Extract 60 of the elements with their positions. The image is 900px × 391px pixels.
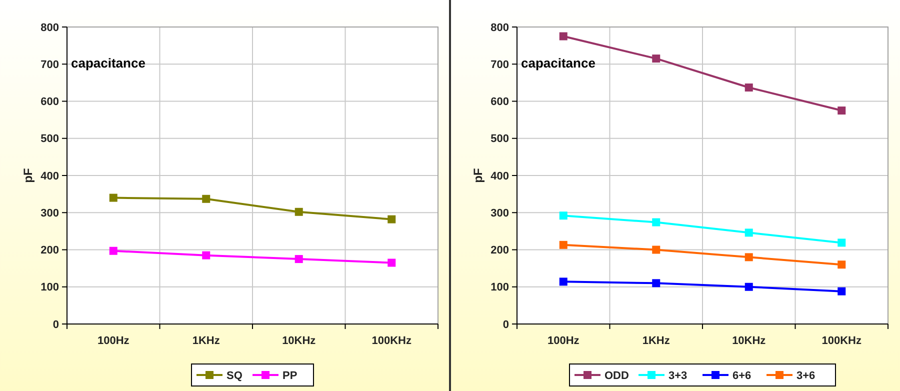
x-tick-label: 1KHz	[192, 335, 220, 347]
point	[202, 194, 210, 203]
point	[559, 240, 568, 249]
point	[388, 215, 396, 224]
y-tick-label: 0	[52, 318, 59, 331]
y-tick-label: 300	[490, 207, 509, 220]
point	[838, 106, 846, 115]
legend-label: SQ	[226, 370, 243, 382]
point	[559, 278, 568, 286]
point	[559, 212, 568, 220]
point	[652, 54, 660, 63]
y-tick-label: 800	[490, 22, 509, 34]
point	[652, 246, 660, 254]
y-tick-label: 400	[40, 170, 59, 182]
point	[109, 246, 118, 255]
point	[559, 32, 568, 40]
y-tick-label: 600	[40, 96, 59, 108]
point	[388, 258, 396, 267]
y-tick-label: 500	[490, 133, 509, 146]
point	[744, 282, 753, 291]
point	[109, 194, 118, 202]
y-tick-label: 500	[40, 133, 59, 146]
y-tick-label: 200	[490, 244, 509, 257]
y-tick-label: 300	[40, 207, 59, 220]
x-tick-label: 1KHz	[642, 335, 670, 347]
y-tick-label: 0	[502, 318, 509, 331]
point	[652, 218, 660, 226]
point	[838, 238, 846, 247]
y-tick-label: 700	[490, 58, 509, 71]
text: capacitance	[71, 56, 146, 71]
point	[744, 253, 753, 262]
y-tick-label: 600	[490, 96, 509, 108]
point	[202, 251, 210, 260]
y-tick-label: 400	[490, 170, 509, 182]
point	[838, 260, 846, 269]
point	[652, 279, 660, 288]
y-tick-label: 100	[40, 282, 59, 294]
point	[294, 255, 303, 264]
x-tick-label: 100KHz	[372, 335, 412, 347]
point	[744, 228, 753, 237]
legend-label: 3+3	[668, 370, 688, 382]
x-tick-label: 10KHz	[282, 335, 316, 347]
legend-label: PP	[282, 370, 298, 382]
x-tick-label: 100KHz	[822, 335, 862, 347]
y-tick-label: 800	[40, 22, 59, 34]
y-axis-title: pF	[21, 168, 35, 183]
y-axis-title: pF	[471, 168, 485, 183]
legend-label: 3+6	[796, 370, 816, 382]
point	[744, 84, 753, 92]
y-tick-label: 100	[490, 282, 509, 294]
x-tick-label: 10KHz	[732, 335, 766, 347]
legend-label: ODD	[604, 370, 629, 382]
point	[838, 287, 846, 296]
x-tick-label: 100Hz	[97, 335, 130, 347]
legend-label: 6+6	[732, 370, 752, 382]
text: capacitance	[521, 56, 596, 71]
x-tick-label: 100Hz	[547, 335, 580, 347]
point	[294, 208, 303, 216]
y-tick-label: 200	[40, 244, 59, 257]
y-tick-label: 700	[40, 58, 59, 71]
